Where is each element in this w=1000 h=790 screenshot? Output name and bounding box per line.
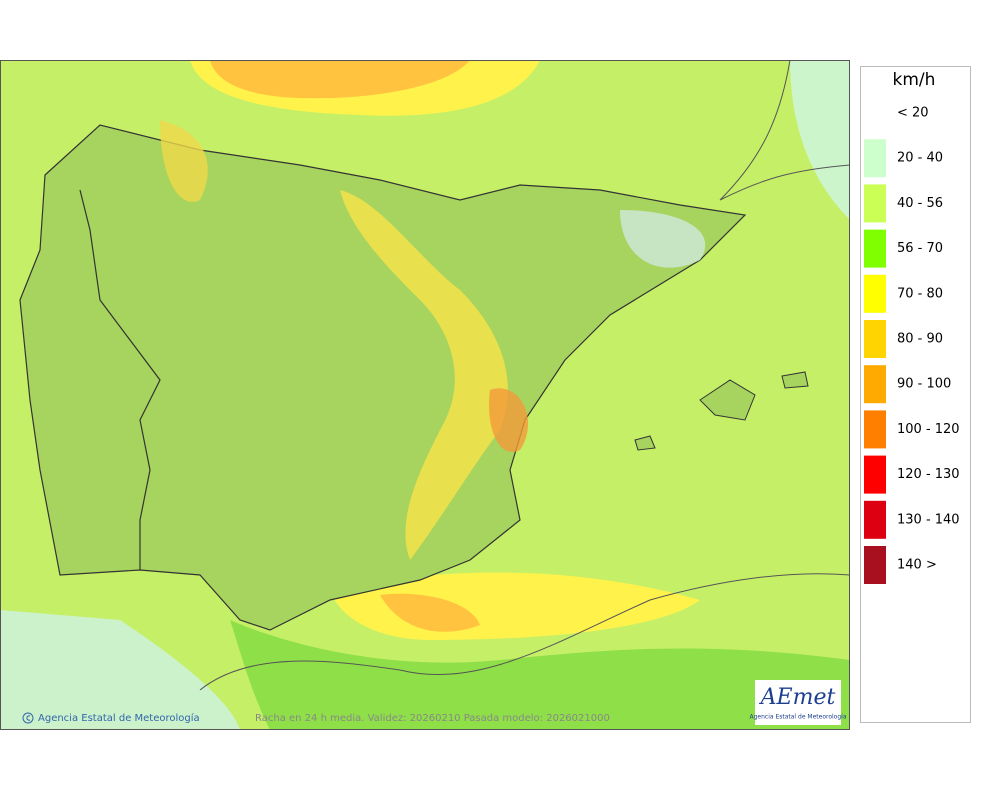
legend-swatch [864, 410, 886, 449]
legend: < 20 20 - 40 40 - 56 56 - 70 70 - 80 80 - 90 9… [864, 94, 960, 584]
legend-label: 120 - 130 [897, 467, 960, 482]
legend-swatch [864, 455, 886, 494]
logo-box [755, 680, 841, 725]
legend-swatch [864, 546, 886, 584]
map [0, 60, 850, 730]
legend-swatch [864, 229, 886, 268]
legend-swatch [864, 320, 886, 358]
map-frame [0, 60, 850, 730]
legend-swatch [864, 184, 886, 223]
legend-label: 80 - 90 [897, 332, 943, 347]
caption: Racha en 24 h media. Validez: 20260210 P… [255, 713, 610, 724]
legend-unit: km/h [893, 70, 936, 90]
legend-label: 40 - 56 [897, 196, 943, 211]
legend-label: 140 > [897, 558, 937, 573]
legend-label: 56 - 70 [897, 241, 943, 256]
legend-label: < 20 [897, 106, 929, 121]
legend-swatch [864, 94, 886, 132]
credit: Agencia Estatal de Meteorología [38, 712, 200, 724]
copyright-icon [26, 715, 31, 721]
legend-label: 20 - 40 [897, 151, 943, 166]
legend-label: 90 - 100 [897, 377, 951, 392]
legend-swatch [864, 139, 886, 178]
legend-swatch [864, 365, 886, 404]
legend-label: 100 - 120 [897, 422, 960, 437]
logo-subtitle: Agencia Estatal de Meteorología [750, 714, 847, 721]
logo-name: AEmet [759, 685, 836, 710]
legend-label: 70 - 80 [897, 286, 943, 301]
copyright-icon [22, 712, 34, 724]
legend-swatch [864, 500, 886, 539]
legend-swatch [864, 274, 886, 313]
legend-label: 130 - 140 [897, 512, 960, 527]
